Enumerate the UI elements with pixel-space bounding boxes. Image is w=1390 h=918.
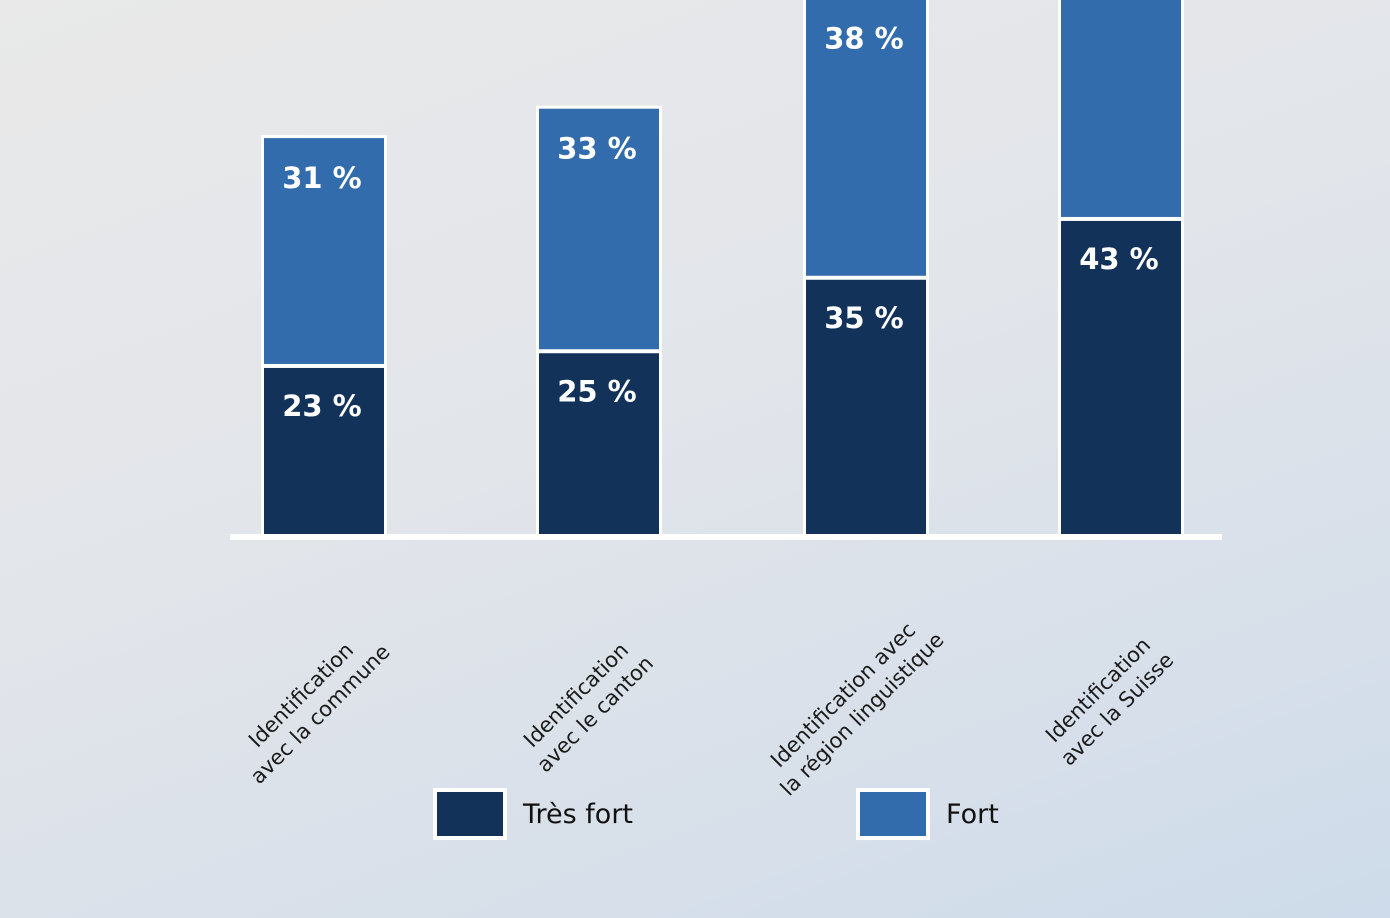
data-label: 25 % bbox=[557, 374, 637, 408]
bar-segment-trs-fort-1 bbox=[539, 353, 659, 535]
legend-swatch bbox=[860, 792, 926, 836]
legend-label: Fort bbox=[946, 799, 999, 830]
bars-group: 23 % 31 % 25 % 33 % 35 % 38 % 43 %38 % bbox=[261, 0, 1184, 535]
bar-segment-fort-2 bbox=[806, 0, 926, 276]
data-label: 43 % bbox=[1079, 242, 1159, 276]
legend-item-0: Très fort bbox=[433, 788, 633, 840]
bar-stack-3: 43 %38 % bbox=[1058, 0, 1184, 535]
data-label: 35 % bbox=[824, 301, 904, 335]
bar-segment-fort-0 bbox=[264, 138, 384, 364]
bar-stack-2: 35 % 38 % bbox=[803, 0, 929, 535]
bar-stack-0: 23 % 31 % bbox=[261, 135, 387, 535]
bar-segment-fort-1 bbox=[539, 108, 659, 350]
bar-segment-trs-fort-2 bbox=[806, 279, 926, 535]
legend-swatch bbox=[437, 792, 503, 836]
bar-segment-trs-fort-3 bbox=[1061, 220, 1181, 535]
data-label: 31 % bbox=[282, 161, 362, 195]
legend: Très fort Fort bbox=[433, 788, 999, 840]
bar-segment-fort-3 bbox=[1061, 0, 1181, 217]
bar-segment-trs-fort-0 bbox=[264, 367, 384, 535]
legend-label: Très fort bbox=[522, 799, 633, 830]
category-label-line: la région linguistique bbox=[776, 628, 949, 801]
bar-stack-1: 25 % 33 % bbox=[536, 105, 662, 535]
legend-item-1: Fort bbox=[856, 788, 999, 840]
data-label: 38 % bbox=[824, 21, 904, 55]
data-label: 33 % bbox=[557, 132, 637, 166]
data-label: 23 % bbox=[282, 389, 362, 423]
